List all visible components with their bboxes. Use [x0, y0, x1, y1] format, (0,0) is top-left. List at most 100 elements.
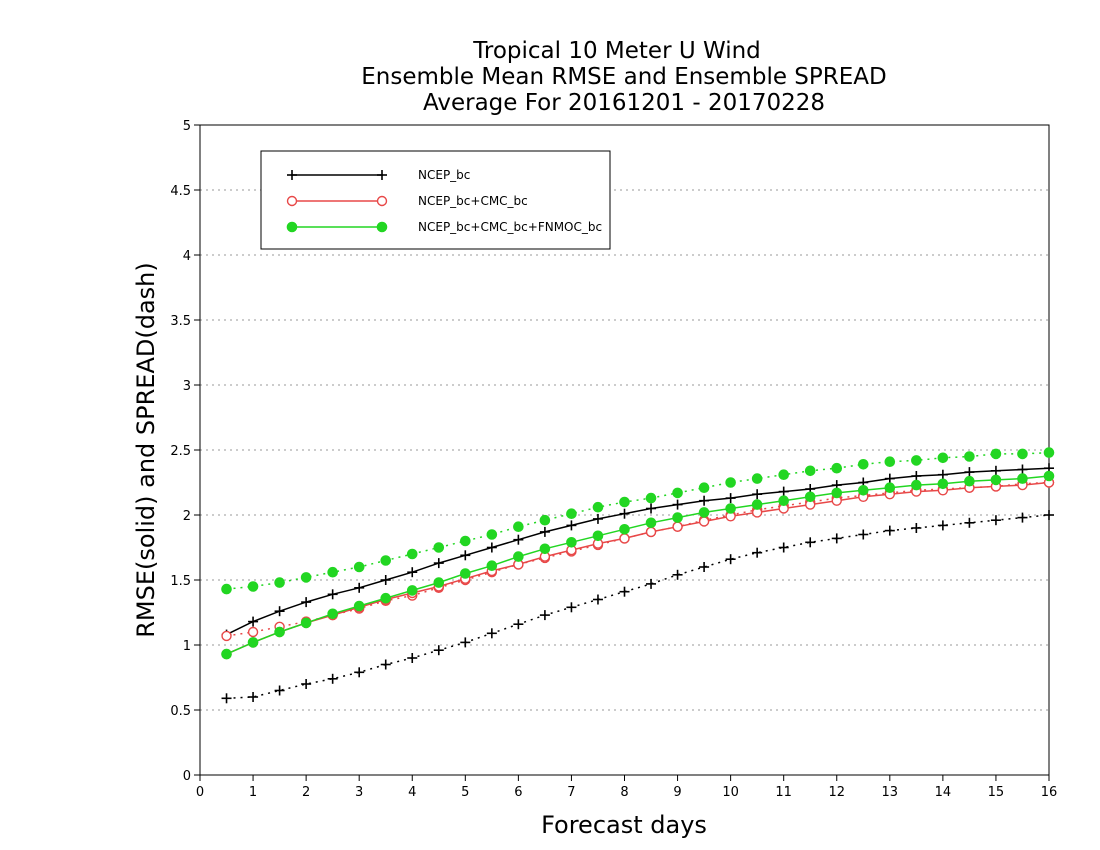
gridlines [200, 189, 1049, 711]
point-rmse-ncep-bc [672, 499, 683, 510]
point-rmse-ncep-bc [407, 567, 418, 578]
point-spread-ncep-bc [619, 586, 630, 597]
x-tick-label: 15 [988, 785, 1005, 800]
y-tick-label: 3.5 [170, 314, 191, 329]
legend-label-ncep-bc-cmc-bc-fnmoc-bc: NCEP_bc+CMC_bc+FNMOC_bc [418, 220, 602, 234]
point-spread-ncep-bc-cmc-bc-fnmoc-bc [751, 473, 763, 484]
point-spread-ncep-bc-cmc-bc [221, 630, 232, 642]
series-line-spread-ncep-bc-cmc-bc [226, 481, 1050, 637]
point-rmse-ncep-bc-cmc-bc-fnmoc-bc [698, 507, 710, 518]
point-rmse-ncep-bc-cmc-bc-fnmoc-bc [406, 585, 418, 596]
point-spread-ncep-bc-cmc-bc-fnmoc-bc [380, 555, 392, 566]
chart-title-line-2: Ensemble Mean RMSE and Ensemble SPREAD [361, 64, 886, 90]
point-spread-ncep-bc-cmc-bc-fnmoc-bc [672, 487, 683, 499]
x-tick-label: 7 [567, 785, 575, 800]
point-spread-ncep-bc [354, 667, 365, 678]
point-rmse-ncep-bc [486, 542, 497, 553]
point-spread-ncep-bc [539, 610, 550, 621]
y-tick-label: 4.5 [170, 184, 191, 199]
point-rmse-ncep-bc-cmc-bc-fnmoc-bc [433, 577, 445, 588]
point-rmse-ncep-bc-cmc-bc [698, 516, 710, 527]
y-tick-label: 2 [183, 509, 191, 524]
point-spread-ncep-bc-cmc-bc-fnmoc-bc [1017, 448, 1028, 460]
point-rmse-ncep-bc-cmc-bc-fnmoc-bc [645, 517, 657, 529]
point-spread-ncep-bc [274, 685, 285, 696]
point-spread-ncep-bc [858, 529, 869, 540]
point-rmse-ncep-bc [1017, 464, 1028, 475]
legend-entries: NCEP_bc NCEP_bc+CMC_bc NCEP_bc+CMC_bc+FNMO… [286, 168, 602, 234]
point-spread-ncep-bc [486, 628, 497, 639]
point-rmse-ncep-bc [248, 616, 259, 627]
point-spread-ncep-bc-cmc-bc-fnmoc-bc [592, 501, 604, 513]
point-rmse-ncep-bc-cmc-bc-fnmoc-bc [857, 485, 869, 496]
point-spread-ncep-bc-cmc-bc-fnmoc-bc [857, 459, 869, 470]
y-axis-label: RMSE(solid) and SPREAD(dash) [132, 262, 160, 638]
point-spread-ncep-bc [672, 569, 683, 580]
point-spread-ncep-bc-cmc-bc-fnmoc-bc [539, 514, 551, 526]
point-spread-ncep-bc-cmc-bc [247, 626, 259, 638]
point-rmse-ncep-bc-cmc-bc-fnmoc-bc [247, 637, 259, 648]
point-spread-ncep-bc [725, 554, 736, 565]
point-rmse-ncep-bc [380, 575, 391, 585]
point-rmse-ncep-bc-cmc-bc-fnmoc-bc [380, 592, 392, 604]
series-line-rmse-ncep-bc-cmc-bc [226, 481, 1050, 655]
x-tick-label: 14 [935, 785, 952, 800]
point-spread-ncep-bc-cmc-bc-fnmoc-bc [247, 581, 259, 592]
point-rmse-ncep-bc-cmc-bc-fnmoc-bc [513, 551, 524, 562]
point-spread-ncep-bc-cmc-bc-fnmoc-bc [433, 542, 445, 553]
point-rmse-ncep-bc [539, 526, 550, 537]
legend-label-ncep-bc-cmc-bc: NCEP_bc+CMC_bc [418, 194, 528, 208]
point-spread-ncep-bc-cmc-bc-fnmoc-bc [804, 465, 816, 477]
legend-marker-ncep-bc-cmc-bc-fnmoc-bc [376, 221, 388, 233]
point-spread-ncep-bc [646, 578, 657, 589]
point-rmse-ncep-bc [433, 558, 444, 569]
y-tick-label: 4 [183, 249, 191, 264]
point-rmse-ncep-bc-cmc-bc-fnmoc-bc [911, 479, 922, 491]
legend-box [260, 150, 611, 250]
x-tick-label: 3 [355, 785, 363, 800]
point-rmse-ncep-bc-cmc-bc-fnmoc-bc [539, 543, 551, 555]
point-rmse-ncep-bc [911, 471, 922, 481]
point-rmse-ncep-bc [699, 495, 710, 506]
point-spread-ncep-bc-cmc-bc-fnmoc-bc [911, 455, 922, 466]
legend-marker-ncep-bc-cmc-bc-fnmoc-bc [286, 221, 298, 233]
point-rmse-ncep-bc [964, 467, 975, 478]
legend-marker-ncep-bc-cmc-bc [286, 195, 298, 207]
point-spread-ncep-bc [964, 517, 975, 528]
point-rmse-ncep-bc [937, 469, 948, 480]
x-tick-label: 10 [722, 785, 739, 800]
point-rmse-ncep-bc-cmc-bc-fnmoc-bc [353, 600, 365, 612]
point-rmse-ncep-bc-cmc-bc [645, 526, 657, 538]
point-rmse-ncep-bc-cmc-bc-fnmoc-bc [274, 626, 285, 638]
x-tick-label: 4 [408, 785, 416, 800]
point-rmse-ncep-bc [460, 550, 471, 561]
legend-marker-ncep-bc-cmc-bc [376, 195, 388, 207]
point-spread-ncep-bc [1017, 512, 1028, 523]
point-rmse-ncep-bc-cmc-bc-fnmoc-bc [937, 478, 949, 490]
point-rmse-ncep-bc-cmc-bc-fnmoc-bc [1017, 473, 1028, 484]
point-spread-ncep-bc-cmc-bc-fnmoc-bc [353, 561, 365, 573]
legend-marker-ncep-bc [287, 170, 297, 180]
point-rmse-ncep-bc-cmc-bc [619, 533, 630, 544]
x-tick-label: 5 [461, 785, 469, 800]
point-spread-ncep-bc-cmc-bc-fnmoc-bc [513, 521, 524, 533]
point-rmse-ncep-bc [884, 473, 895, 484]
point-spread-ncep-bc-cmc-bc-fnmoc-bc [645, 492, 657, 504]
point-spread-ncep-bc-cmc-bc-fnmoc-bc [698, 482, 710, 494]
point-rmse-ncep-bc-cmc-bc [672, 521, 683, 532]
point-rmse-ncep-bc-cmc-bc-fnmoc-bc [990, 474, 1002, 486]
x-tick-label: 2 [302, 785, 310, 800]
x-tick-label: 11 [775, 785, 792, 800]
point-spread-ncep-bc [752, 547, 763, 558]
point-spread-ncep-bc [1044, 510, 1054, 520]
x-tick-label: 0 [196, 785, 204, 800]
point-spread-ncep-bc [805, 537, 816, 548]
point-rmse-ncep-bc-cmc-bc-fnmoc-bc [884, 482, 896, 494]
point-spread-ncep-bc-cmc-bc-fnmoc-bc [619, 496, 630, 508]
point-rmse-ncep-bc-cmc-bc-fnmoc-bc [1043, 470, 1055, 482]
point-spread-ncep-bc [380, 659, 391, 670]
point-spread-ncep-bc [911, 523, 922, 533]
point-rmse-ncep-bc [778, 486, 789, 497]
point-rmse-ncep-bc-cmc-bc-fnmoc-bc [751, 499, 763, 510]
x-tick-label: 13 [882, 785, 899, 800]
